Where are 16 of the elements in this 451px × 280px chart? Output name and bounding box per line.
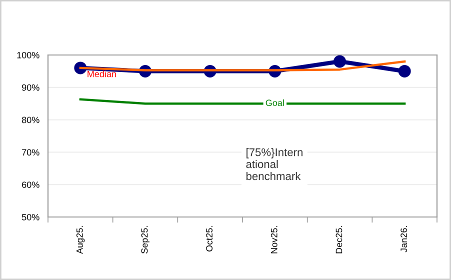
point [334,55,346,68]
x-tick-label: Nov25. [270,226,278,254]
x-tick-label: Dec25. [336,226,342,254]
x-tick-label: Jan26. [400,226,408,252]
y-tick-label: 50% [22,214,40,220]
x-tick-label: Oct25. [206,226,213,252]
x-tick-label: Sep25. [141,226,150,254]
y-tick-label: 100% [17,52,40,58]
annotation: [75%}Intern ational benchmark [246,148,302,180]
y-tick-label: 90% [22,84,40,91]
point [398,64,411,78]
y-tick-label: 70% [22,149,40,156]
y-tick-label: 60% [22,182,40,188]
series-label: Median [88,70,116,78]
x-tick-label: Aug25. [76,226,85,254]
y-tick-label: 80% [22,116,40,124]
